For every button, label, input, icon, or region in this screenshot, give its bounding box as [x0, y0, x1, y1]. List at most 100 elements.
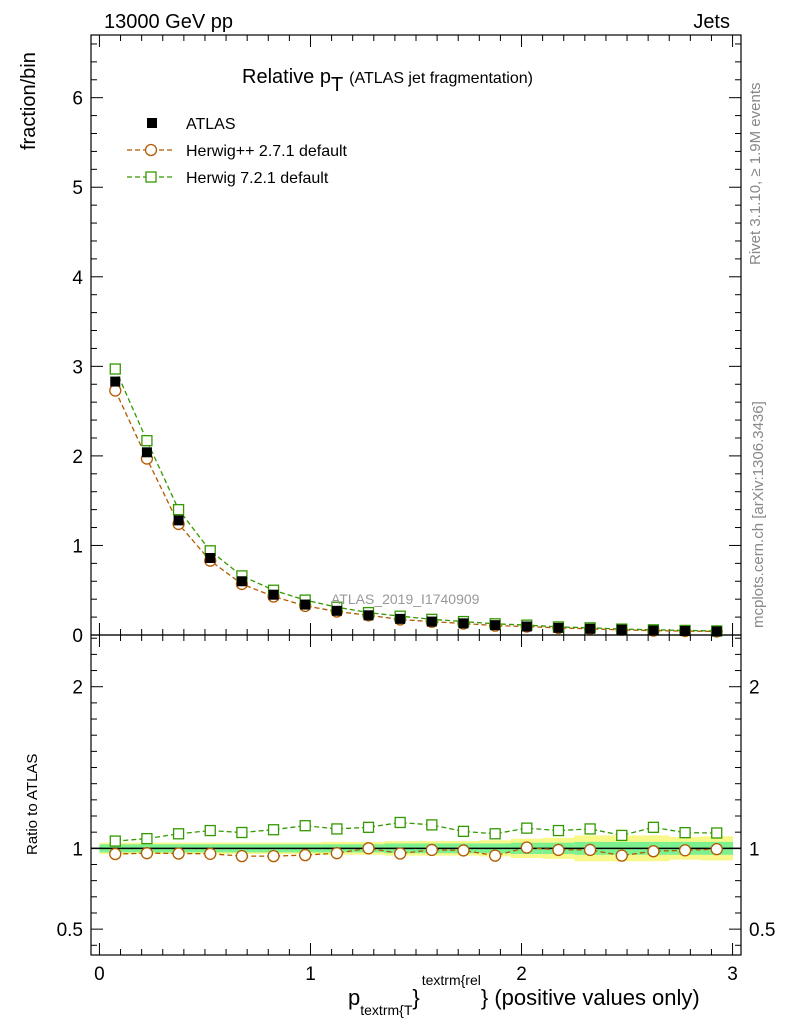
x-tick-label: 3 [727, 964, 738, 985]
legend-atlas-label: ATLAS [186, 116, 236, 133]
ratio-herwigpp-point [362, 842, 375, 855]
atlas-point [141, 447, 152, 458]
ratio-herwig7-point [236, 826, 248, 839]
rivet-version-label: Rivet 3.1.10, ≥ 1.9M events [747, 83, 764, 266]
atlas-point [553, 622, 564, 633]
main-axis-ticks: 0 1 2 3 4 5 6 [72, 35, 741, 647]
atlas-point [521, 621, 532, 632]
x-tick-label: 0 [94, 964, 105, 985]
ratio-herwigpp-point [140, 847, 154, 860]
atlas-point [331, 605, 342, 616]
ratio-herwigpp-point [299, 848, 312, 862]
ratio-herwig7-point [552, 824, 565, 837]
main-panel: 0 1 2 3 4 5 6 [72, 34, 742, 647]
herwig7-point [172, 503, 185, 516]
ratio-herwig7-point [457, 825, 470, 838]
atlas-point [458, 618, 469, 629]
main-data-marks [109, 363, 723, 638]
ratio-herwigpp-point [615, 849, 628, 862]
ratio-herwig7-point [711, 827, 723, 839]
plot-title: Relative pT (ATLAS jet fragmentation) [242, 66, 533, 96]
ratio-herwig7-point [109, 835, 121, 847]
x-tick-label: 1 [305, 964, 316, 985]
ratio-herwigpp-point [457, 844, 470, 857]
ratio-herwig7-point [172, 828, 185, 840]
atlas-point [490, 620, 501, 631]
ratio-herwig7-point [679, 827, 691, 839]
atlas-point [648, 625, 659, 636]
ratio-herwig7-point [521, 822, 533, 834]
ratio-y-tick-label: 0.5 [57, 920, 83, 941]
ratio-herwig7-point [647, 821, 660, 833]
ratio-herwigpp-point [235, 849, 249, 863]
ratio-herwig7-point [204, 824, 216, 837]
atlas-point [395, 613, 406, 624]
legend-herwig7-marker [145, 171, 157, 183]
ratio-y-axis-label: Ratio to ATLAS [24, 754, 41, 855]
ratio-herwig7-point [331, 823, 343, 835]
ratio-herwig7-point [616, 829, 628, 842]
ratio-herwigpp-point [678, 844, 692, 857]
atlas-point [426, 616, 437, 627]
main-y-tick-label: 1 [72, 536, 83, 557]
atlas-point [173, 515, 184, 526]
main-y-tick-label: 5 [72, 178, 83, 199]
ratio-y-tick-label-right: 1 [749, 839, 760, 860]
herwigpp-line [114, 390, 717, 633]
ratio-herwig7-point [426, 819, 438, 831]
ratio-axis-ticks: 0 1 2 3 0.5 0.5 1 1 2 2 [57, 635, 775, 985]
main-y-tick-label: 0 [72, 626, 83, 647]
atlas-point [616, 624, 627, 635]
ratio-data-marks [109, 816, 723, 863]
legend-herwigpp-label: Herwig++ 2.7.1 default [186, 143, 348, 160]
atlas-point [711, 626, 722, 637]
ratio-y-tick-label: 2 [72, 678, 83, 699]
ratio-herwig7-point [489, 828, 501, 840]
herwig7-point [109, 363, 121, 375]
ratio-frame [90, 634, 742, 956]
header-left: 13000 GeV pp [104, 11, 233, 33]
ratio-herwigpp-point [109, 847, 122, 861]
ratio-herwigpp-point [172, 847, 185, 860]
ratio-herwig7-point [362, 821, 375, 833]
ratio-y-tick-label-right: 0.5 [749, 920, 775, 941]
ratio-herwig7-point [141, 832, 153, 845]
x-axis-label: ptextrm{T}textrm{rel} (positive values o… [348, 972, 700, 1018]
ratio-herwig7-point [267, 824, 280, 836]
ratio-uncertainty-bands [91, 835, 741, 862]
herwigpp-point [109, 384, 122, 397]
main-y-tick-label: 2 [72, 447, 83, 468]
atlas-point [236, 576, 247, 587]
atlas-point [680, 625, 691, 636]
ratio-herwigpp-point [267, 849, 280, 863]
legend-herwig7-label: Herwig 7.2.1 default [186, 170, 329, 187]
ratio-herwigpp-point [647, 845, 660, 858]
atlas-point [205, 552, 216, 563]
legend: ATLAS Herwig++ 2.7.1 default Herwig 7.2.… [127, 116, 348, 187]
mcplots-label: mcplots.cern.ch [arXiv:1306.3436] [750, 401, 767, 628]
ratio-herwigpp-point [552, 843, 565, 857]
ratio-herwigpp-point [425, 843, 438, 857]
header-right: Jets [693, 11, 730, 33]
ratio-herwigpp-point [394, 847, 407, 860]
ratio-herwigpp-point [330, 847, 344, 860]
ratio-herwig7-point [584, 823, 596, 835]
analysis-watermark: ATLAS_2019_I1740909 [331, 591, 480, 607]
ratio-herwigpp-point [204, 847, 217, 860]
atlas-point [268, 589, 279, 600]
ratio-y-tick-label-right: 2 [749, 678, 760, 699]
legend-herwigpp-marker [144, 143, 158, 157]
ratio-herwigpp-point [520, 841, 533, 854]
ratio-herwig7-point [394, 816, 406, 829]
main-y-axis-label: fraction/bin [18, 52, 40, 150]
legend-atlas-marker [147, 118, 157, 128]
herwig7-point [141, 435, 153, 447]
atlas-point [110, 376, 121, 387]
main-y-tick-label: 3 [72, 357, 83, 378]
ratio-herwig7-point [299, 820, 311, 832]
atlas-point [363, 610, 374, 621]
ratio-herwigpp-point [710, 842, 723, 856]
ratio-panel: 0 1 2 3 0.5 0.5 1 1 2 2 [57, 634, 775, 985]
ratio-herwigpp-point [583, 843, 597, 857]
main-y-tick-label: 6 [72, 89, 83, 110]
